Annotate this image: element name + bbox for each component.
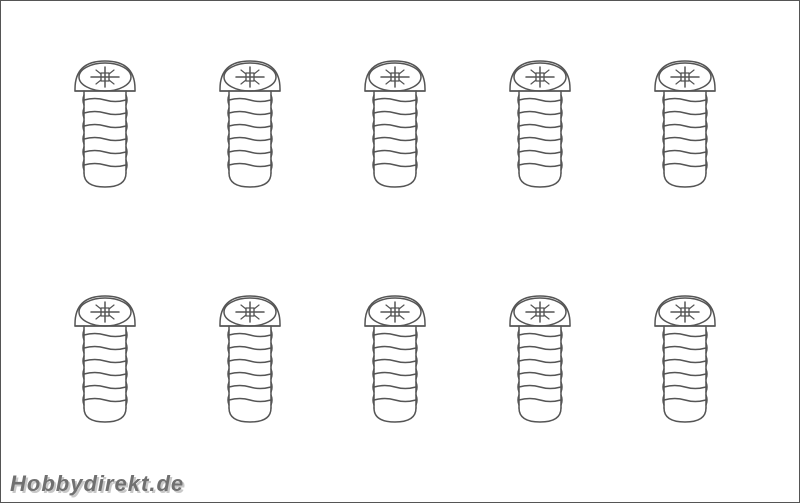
screw-icon	[360, 290, 430, 430]
screw-icon	[650, 55, 720, 195]
screw-grid	[0, 0, 800, 503]
watermark: Hobbydirekt.de Hobbydirekt.de	[10, 471, 184, 497]
screw-icon	[505, 290, 575, 430]
screw-icon	[70, 55, 140, 195]
screw-icon	[215, 55, 285, 195]
screw-icon	[215, 290, 285, 430]
watermark-text: Hobbydirekt.de	[10, 471, 184, 496]
screw-icon	[505, 55, 575, 195]
screw-icon	[650, 290, 720, 430]
screw-icon	[360, 55, 430, 195]
screw-icon	[70, 290, 140, 430]
